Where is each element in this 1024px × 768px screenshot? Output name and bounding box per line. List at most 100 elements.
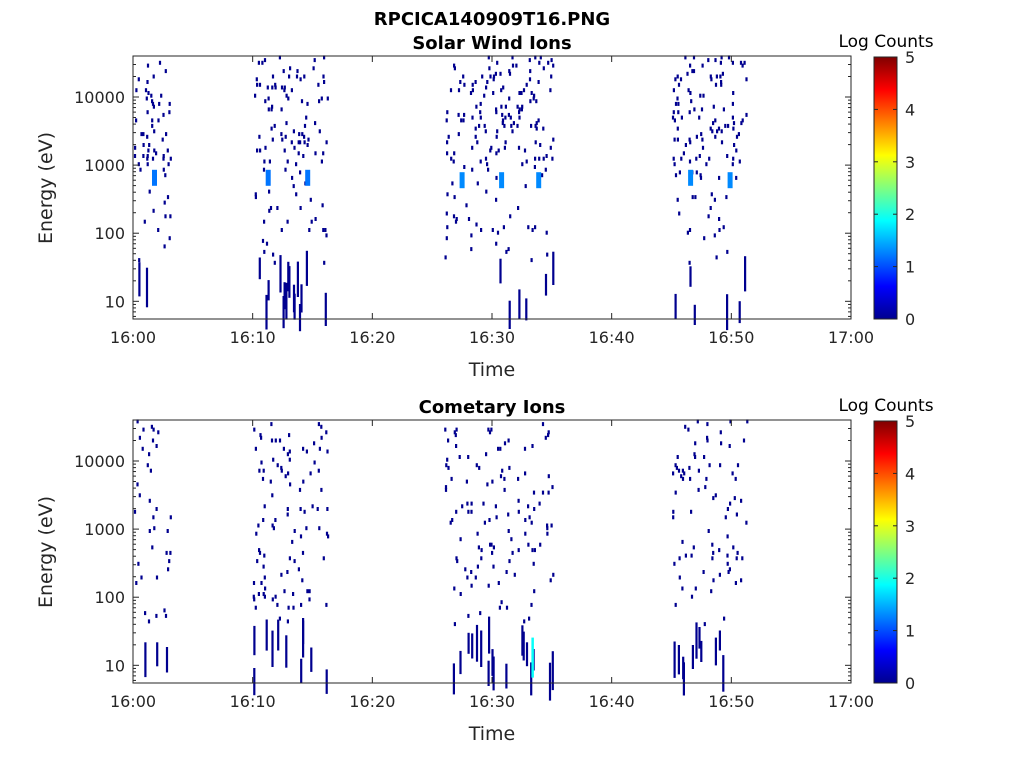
spectrogram-cell <box>507 438 510 443</box>
spectrogram-cell <box>479 115 482 120</box>
spectrogram-cell <box>488 616 491 654</box>
enhanced-cell <box>459 172 465 189</box>
spectrogram-cell <box>486 482 489 487</box>
spectrogram-cell <box>486 162 489 167</box>
spectrogram-cell <box>529 99 532 104</box>
spectrogram-cell <box>491 228 494 232</box>
spectrogram-cell <box>713 197 716 202</box>
spectrogram-cell <box>463 165 466 169</box>
spectrogram-cell <box>453 66 456 71</box>
spectrogram-cell <box>455 509 458 514</box>
spectrogram-cell <box>478 465 481 470</box>
spectrogram-cell <box>259 148 262 153</box>
spectrogram-cell <box>535 99 538 104</box>
spectrogram-cell <box>720 129 723 134</box>
spectrogram-cell <box>457 88 461 93</box>
figure-title: RPCICA140909T16.PNG <box>374 9 610 30</box>
spectrogram-cell <box>706 438 709 443</box>
spectrogram-cell <box>740 498 743 503</box>
spectrogram-cell <box>542 66 545 71</box>
spectrogram-cell <box>495 175 498 180</box>
spectrogram-cell <box>541 422 545 427</box>
spectrogram-cell <box>702 93 705 98</box>
spectrogram-cell <box>518 115 521 120</box>
enhanced-cell <box>265 169 271 186</box>
spectrogram-cell <box>162 167 165 172</box>
spectrogram-cell <box>459 650 462 675</box>
spectrogram-cell <box>151 123 154 128</box>
spectrogram-cell <box>491 550 494 555</box>
y-tick-label: 100 <box>94 224 125 243</box>
spectrogram-cell <box>303 509 306 514</box>
spectrogram-cell <box>686 71 689 76</box>
spectrogram-cell <box>286 570 289 574</box>
spectrogram-cell <box>500 104 503 109</box>
spectrogram-cell <box>150 424 153 429</box>
spectrogram-cells <box>133 55 748 332</box>
spectrogram-cell <box>549 145 552 150</box>
spectrogram-cell <box>325 140 328 145</box>
spectrogram-cell <box>718 630 721 651</box>
colorbar-tick-label: 4 <box>905 100 915 119</box>
spectrogram-cell <box>471 167 474 172</box>
spectrogram-cell <box>711 542 714 547</box>
spectrogram-cell <box>306 101 309 106</box>
spectrogram-cell <box>698 154 701 158</box>
spectrogram-cell <box>677 110 680 115</box>
spectrogram-cell <box>258 82 262 87</box>
spectrogram-cell <box>721 71 724 76</box>
spectrogram-cell <box>146 110 149 115</box>
spectrogram-cell <box>486 80 489 84</box>
spectrogram-cell <box>736 550 739 555</box>
spectrogram-cell <box>297 140 300 145</box>
spectrogram-cell <box>455 427 458 432</box>
spectrogram-cell <box>152 104 155 109</box>
x-tick-label: 16:30 <box>469 328 515 347</box>
spectrogram-cell <box>309 471 312 476</box>
spectrogram-cell <box>511 129 514 134</box>
spectrogram-cell <box>533 548 536 553</box>
x-ticks: 16:00 16:10 16:20 16:30 16:40 16:50 17:00 <box>110 56 874 347</box>
y-tick-label: 10 <box>105 656 125 675</box>
spectrogram-cell <box>254 446 257 451</box>
spectrogram-cell <box>265 241 269 246</box>
spectrogram-cell <box>728 444 731 448</box>
spectrogram-cell <box>451 181 454 186</box>
spectrogram-cell <box>533 165 536 169</box>
spectrogram-cell <box>489 148 492 153</box>
spectrogram-cell <box>714 493 717 498</box>
spectrogram-cell <box>286 219 289 224</box>
spectrogram-cell <box>494 504 497 509</box>
colorbar-tick-label: 2 <box>905 205 915 224</box>
spectrogram-cell <box>676 96 679 101</box>
spectrogram-cell <box>168 110 171 115</box>
x-tick-label: 16:00 <box>110 692 156 711</box>
x-tick-label: 17:00 <box>828 692 874 711</box>
x-axis-label: Time <box>468 359 516 381</box>
spectrogram-cell <box>709 126 712 131</box>
spectrogram-cell <box>694 455 697 459</box>
spectrogram-cell <box>692 545 695 550</box>
spectrogram-cell <box>731 60 734 65</box>
spectrogram-cell <box>497 148 500 153</box>
spectrogram-cell <box>283 88 286 93</box>
spectrogram-cell <box>477 545 480 550</box>
spectrogram-cell <box>152 74 155 79</box>
spectrogram-cell <box>314 121 317 126</box>
spectrogram-cell <box>495 515 498 520</box>
spectrogram-cell <box>268 208 271 213</box>
spectrogram-cell <box>298 487 302 492</box>
spectrogram-cell <box>280 85 284 90</box>
spectrogram-cell <box>310 647 313 672</box>
spectrogram-cell <box>692 69 696 74</box>
spectrogram-cell <box>320 159 323 164</box>
spectrogram-cell <box>293 529 296 533</box>
spectrogram-cell <box>283 85 286 90</box>
spectrogram-cell <box>714 82 718 87</box>
spectrogram-cell <box>718 572 721 577</box>
spectrogram-cell <box>147 619 151 624</box>
spectrogram-cell <box>527 504 530 509</box>
spectrogram-cell <box>672 156 675 161</box>
spectrogram-cell <box>449 520 452 525</box>
spectrogram-cell <box>503 123 506 128</box>
